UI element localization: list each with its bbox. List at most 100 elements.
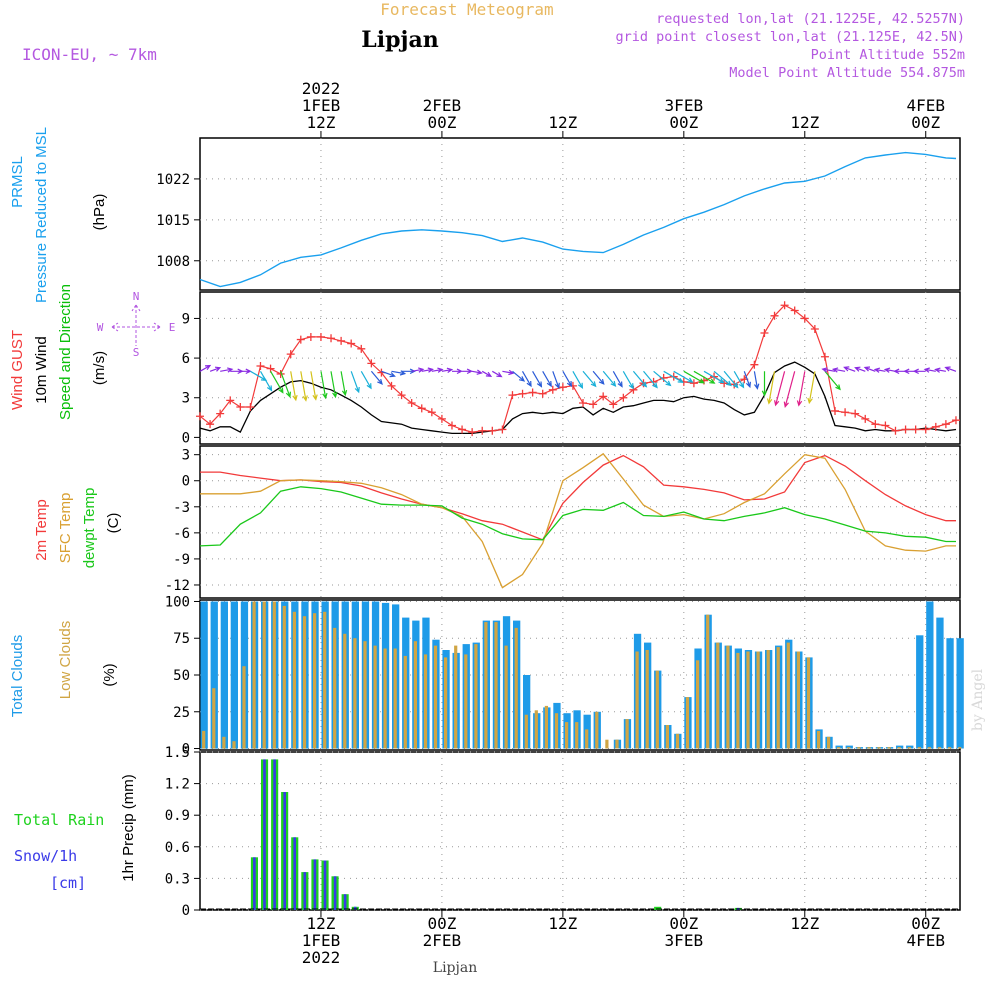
gust-marker <box>196 412 204 421</box>
precip-ytick-label: 0 <box>182 903 190 919</box>
wind-arrow <box>411 367 425 373</box>
top-time-label: 00Z <box>911 113 940 132</box>
gust-marker <box>367 359 376 368</box>
total-cloud-bar <box>210 601 218 749</box>
wind-arrow <box>360 371 372 390</box>
temp-ytick-label: -9 <box>173 552 190 568</box>
location-title: Lipjan <box>361 27 438 53</box>
pressure-line <box>199 151 957 288</box>
product-title: Forecast Meteogram <box>380 0 553 19</box>
wind-label: 10m Wind <box>33 336 50 404</box>
snow-label: Snow/1h <box>14 847 77 865</box>
top-time-label: 4FEB <box>906 96 945 115</box>
precip-ytick-label: 1.2 <box>165 777 190 793</box>
snow-bar <box>253 857 256 910</box>
gust-marker <box>538 389 547 398</box>
temp-ytick-label: 0 <box>182 474 190 490</box>
gust-marker <box>579 399 588 408</box>
gust-label: Wind GUST <box>9 330 26 410</box>
wind-arrow <box>350 371 360 394</box>
wind-speed-line <box>199 361 957 435</box>
wind-unit-label: (m/s) <box>91 351 108 385</box>
compass-w: W <box>97 321 104 334</box>
low-cloud-bar <box>504 645 508 749</box>
gust-marker <box>951 416 960 425</box>
precip-ytick-label: 1.5 <box>165 745 190 761</box>
wind-arrow <box>753 371 760 390</box>
snow-bar <box>293 837 296 910</box>
pressure-ytick-label: 1015 <box>156 213 190 229</box>
gust-marker <box>921 425 930 434</box>
low-cloud-bar <box>302 616 307 749</box>
low-cloud-bar <box>917 747 921 749</box>
pressure-unit-label: (hPa) <box>91 194 108 231</box>
gust-marker <box>689 379 698 388</box>
compass-n: N <box>133 290 140 303</box>
top-time-label: 00Z <box>669 113 698 132</box>
low-cloud-bar <box>544 705 548 749</box>
temp-ytick-label: 3 <box>182 448 190 464</box>
bottom-time-label: 12Z <box>790 914 819 933</box>
watermark: by Angel <box>970 668 986 731</box>
wind-arrow <box>431 367 444 373</box>
gust-marker <box>216 409 225 418</box>
low-cloud-bar <box>615 739 619 749</box>
temp-ytick-label: -6 <box>173 526 190 542</box>
gust-marker <box>508 391 517 400</box>
gust-marker <box>478 426 487 435</box>
clouds-ytick-label: 75 <box>173 631 190 647</box>
low-cloud-bar <box>817 730 821 749</box>
top-time-label: 2FEB <box>423 96 462 115</box>
low-cloud-bar <box>514 627 518 749</box>
low-cloud-bar <box>696 660 700 749</box>
wind-arrow <box>259 371 273 392</box>
low-cloud-bar <box>605 739 609 749</box>
total-cloud-bar <box>936 617 944 749</box>
gust-marker <box>427 408 436 417</box>
top-time-label: 12Z <box>307 113 336 132</box>
wind-arrow <box>774 371 786 407</box>
wind-arrow <box>733 370 745 389</box>
low-cloud-bar <box>534 710 538 749</box>
low-cloud-bar <box>585 729 589 749</box>
gust-marker <box>296 335 305 344</box>
wind-ytick-label: 6 <box>182 351 190 367</box>
low-cloud-bar <box>867 747 871 749</box>
gust-marker <box>800 314 809 323</box>
footer-location: Lipjan <box>433 960 477 976</box>
temp-frame <box>199 445 961 599</box>
low-cloud-bar <box>484 622 488 749</box>
low-cloud-bar <box>746 651 750 749</box>
low-cloud-bar <box>796 651 800 749</box>
gust-marker <box>236 402 245 411</box>
gust-marker <box>941 420 950 429</box>
sfc-temp-line <box>200 452 956 589</box>
wind-frame <box>199 291 961 445</box>
gust-marker <box>276 369 285 378</box>
wind-ytick-label: 9 <box>182 311 190 327</box>
snow-bar <box>333 876 337 910</box>
requested-coords: requested lon,lat (21.1225E, 42.5257N) <box>656 11 965 27</box>
low-cloud-bar <box>393 648 397 749</box>
gust-marker <box>589 400 598 409</box>
temp-unit-label: (C) <box>105 513 122 534</box>
wind-arrow <box>512 370 526 382</box>
wind-arrow <box>873 367 886 373</box>
wind-arrow <box>723 370 739 389</box>
gust-marker <box>206 420 215 429</box>
bottom-time-label: 3FEB <box>665 931 704 950</box>
total-cloud-bar <box>230 601 238 749</box>
wind-arrow <box>663 370 684 383</box>
total-clouds-label: Total Clouds <box>9 635 26 718</box>
wind-arrow <box>542 370 552 388</box>
total-cloud-bar <box>523 675 531 749</box>
total-cloud-bar <box>946 638 954 749</box>
total-cloud-bar <box>916 635 924 749</box>
gust-marker <box>911 425 920 434</box>
wind-arrow <box>452 368 463 375</box>
low-cloud-bar <box>222 736 226 749</box>
low-cloud-bar <box>958 747 962 749</box>
wind-arrow <box>683 370 705 384</box>
gust-marker <box>599 392 608 401</box>
